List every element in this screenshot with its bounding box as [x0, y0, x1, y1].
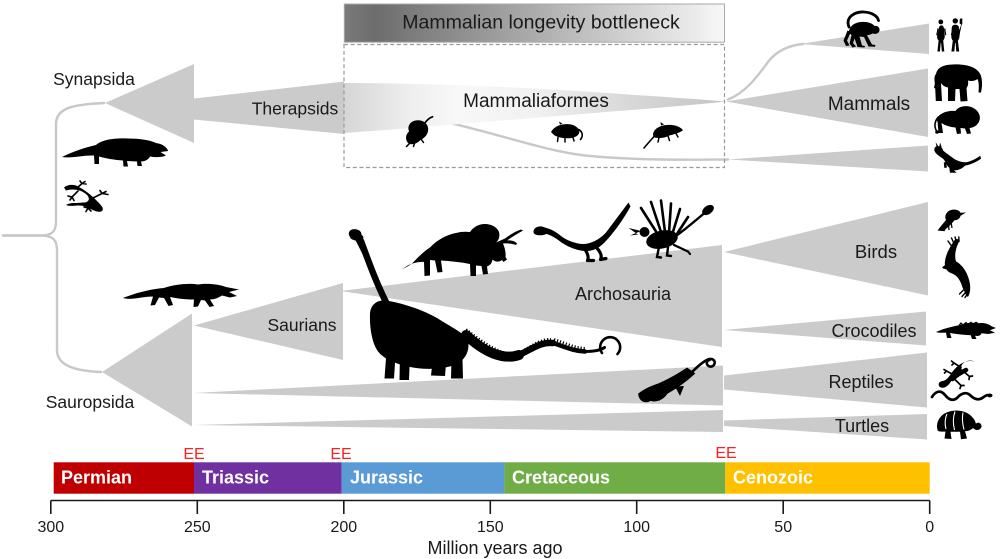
- svg-text:Therapsids: Therapsids: [252, 99, 339, 119]
- svg-text:Mammals: Mammals: [828, 94, 910, 115]
- svg-text:EE: EE: [330, 446, 351, 463]
- svg-text:Cretaceous: Cretaceous: [512, 468, 610, 488]
- svg-text:Saurians: Saurians: [267, 315, 336, 335]
- svg-text:Triassic: Triassic: [202, 468, 269, 488]
- svg-text:100: 100: [623, 519, 650, 536]
- svg-text:Birds: Birds: [855, 241, 897, 262]
- svg-text:250: 250: [184, 519, 211, 536]
- svg-text:300: 300: [37, 519, 64, 536]
- svg-text:Mammaliaformes: Mammaliaformes: [463, 91, 609, 112]
- svg-text:Reptiles: Reptiles: [828, 372, 893, 392]
- svg-text:Mammalian longevity bottleneck: Mammalian longevity bottleneck: [402, 12, 680, 34]
- svg-text:0: 0: [925, 519, 934, 536]
- svg-text:Permian: Permian: [61, 468, 132, 488]
- svg-text:Sauropsida: Sauropsida: [46, 392, 135, 412]
- svg-text:Crocodiles: Crocodiles: [831, 321, 916, 341]
- svg-text:Cenozoic: Cenozoic: [733, 468, 813, 488]
- svg-text:Million years ago: Million years ago: [427, 538, 562, 558]
- svg-text:Archosauria: Archosauria: [575, 284, 672, 304]
- svg-text:EE: EE: [183, 446, 204, 463]
- svg-text:200: 200: [330, 519, 357, 536]
- svg-text:150: 150: [477, 519, 504, 536]
- svg-text:Synapsida: Synapsida: [53, 69, 135, 89]
- svg-text:Turtles: Turtles: [835, 416, 889, 436]
- svg-text:50: 50: [774, 519, 792, 536]
- svg-text:EE: EE: [715, 445, 736, 462]
- svg-text:Jurassic: Jurassic: [350, 468, 423, 488]
